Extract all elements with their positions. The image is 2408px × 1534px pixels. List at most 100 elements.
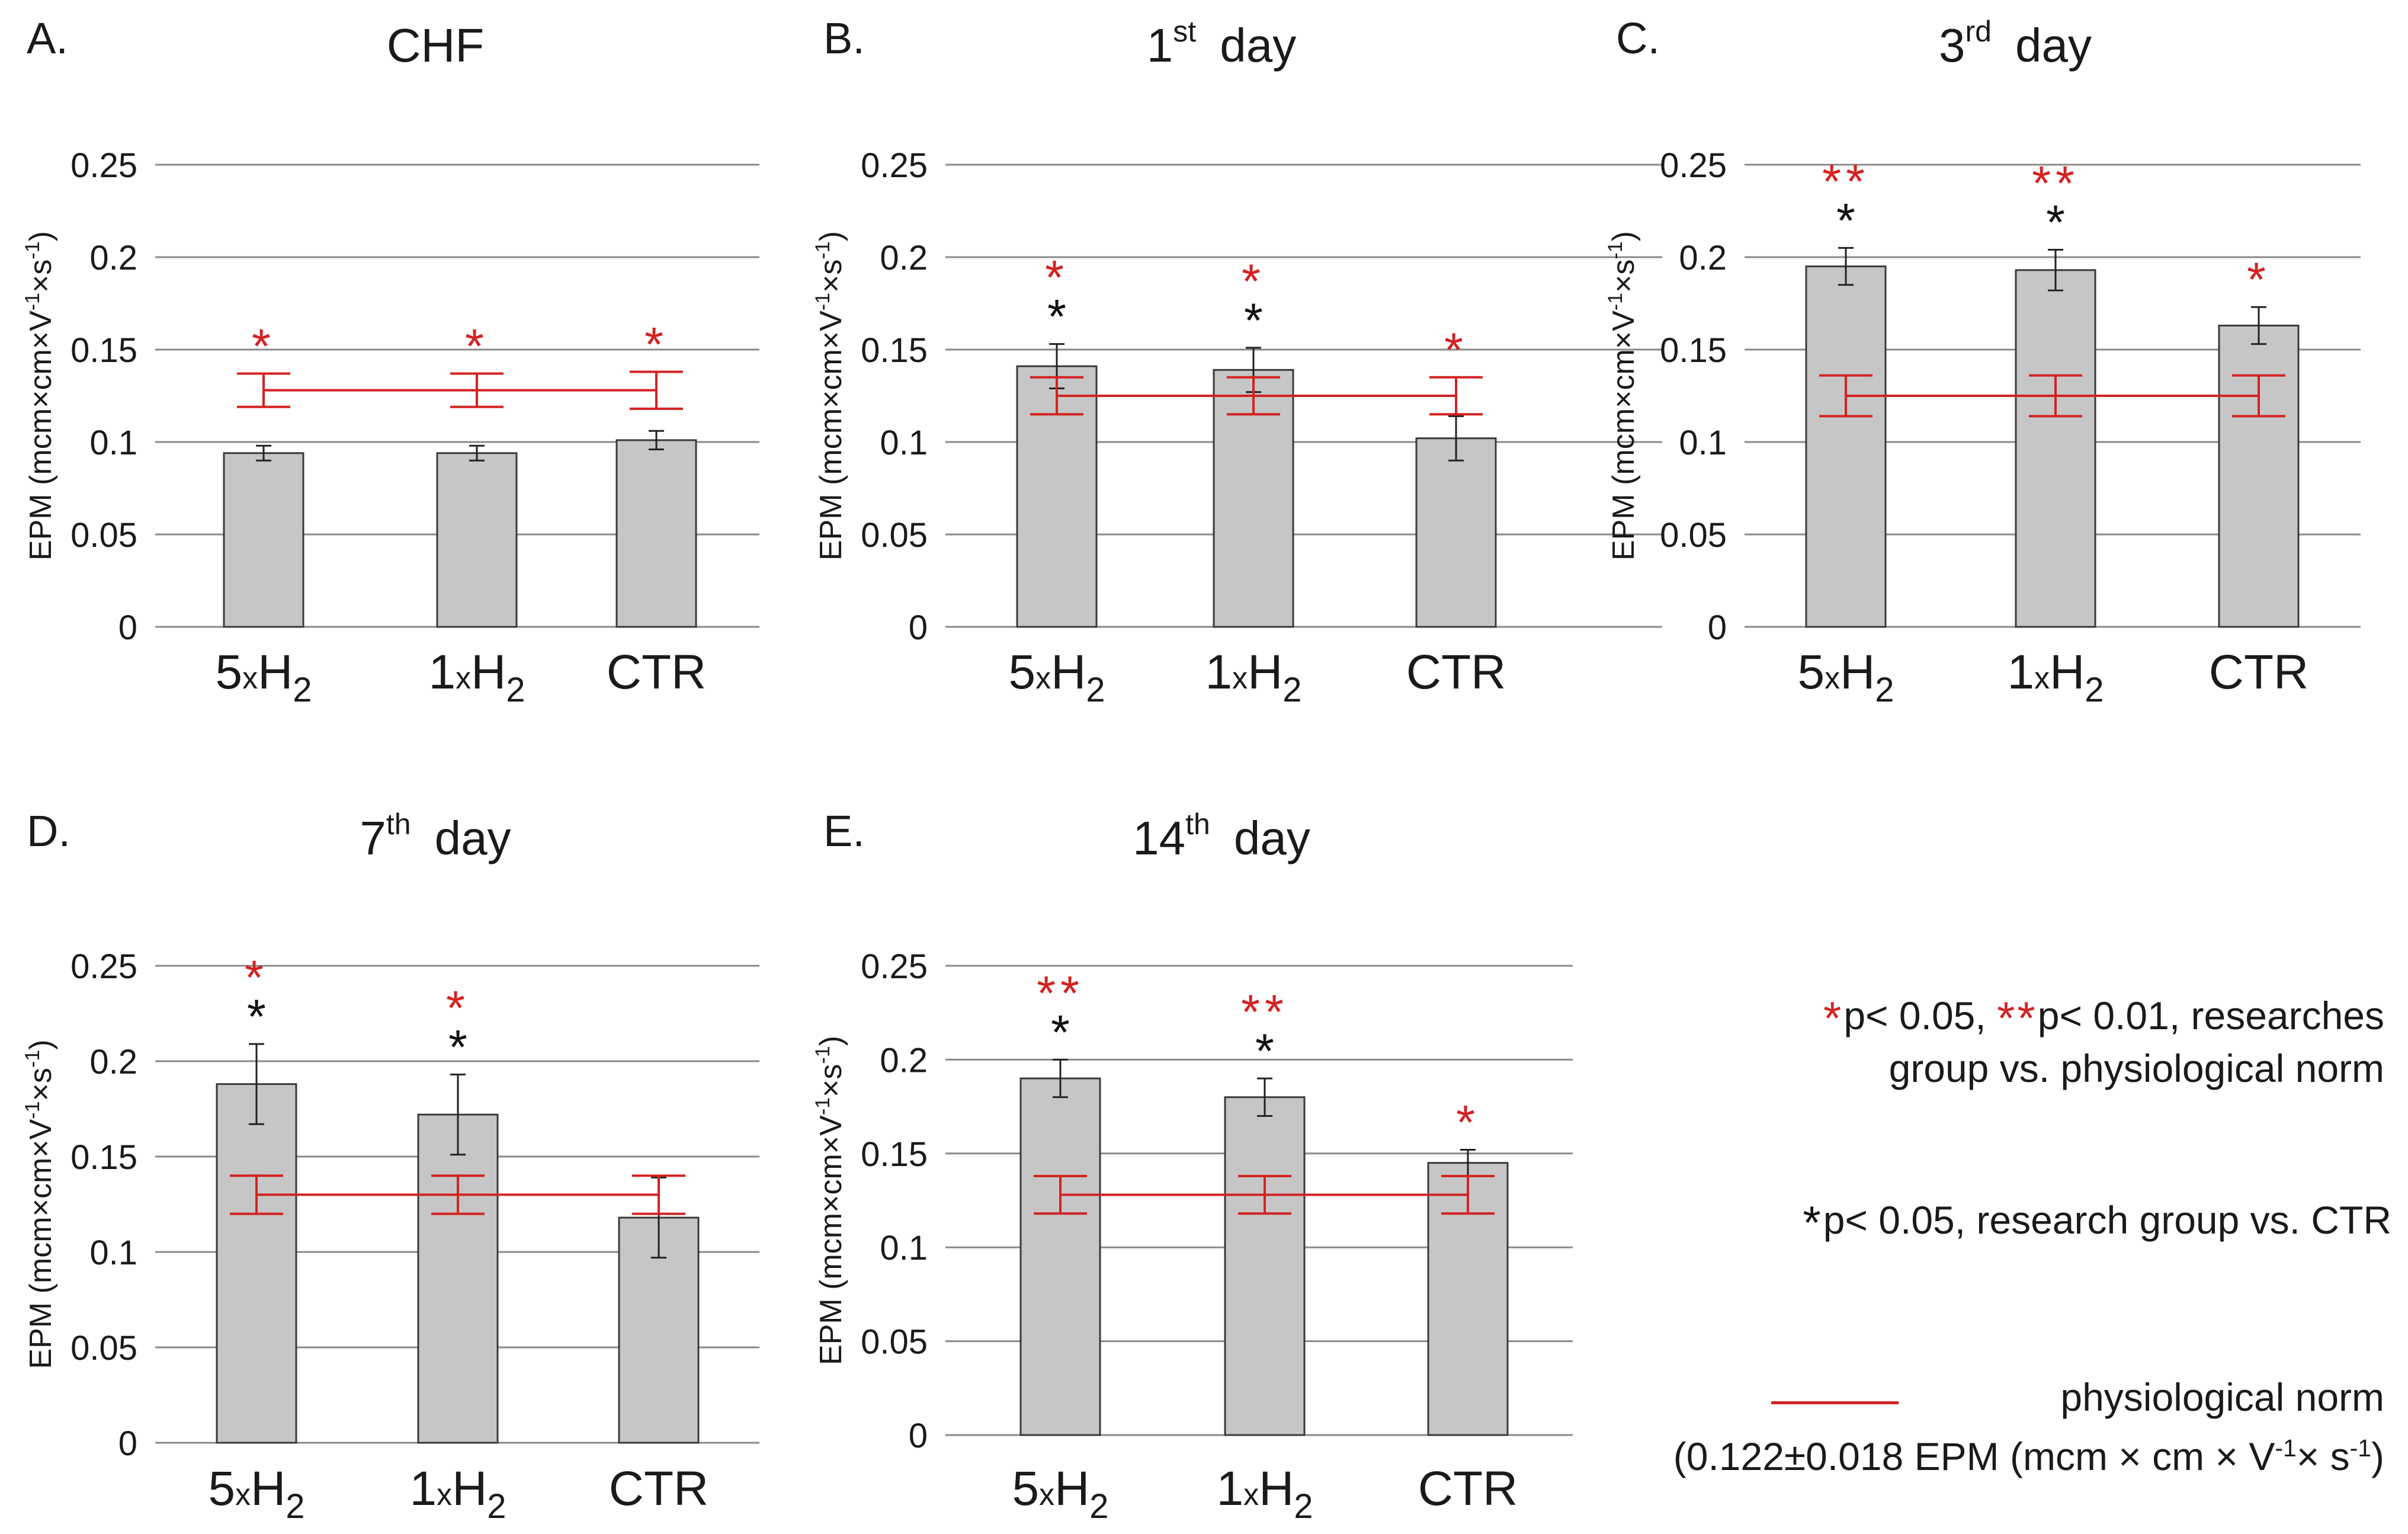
bar xyxy=(1805,265,1887,628)
legend-norm-detail-sup1: -1 xyxy=(2275,1434,2297,1462)
legend-sig-norm-line2: group vs. physiological norm xyxy=(1888,1046,2384,1090)
y-tick-label: 0 xyxy=(118,609,137,647)
legend-norm-detail-mid: × s xyxy=(2296,1434,2350,1478)
category-label: 5xH2 xyxy=(1797,645,1894,709)
significance-star-black: * xyxy=(1255,1024,1274,1078)
y-tick-label: 0.15 xyxy=(861,331,928,370)
significance-star-red: * xyxy=(1444,324,1468,377)
category-label: 1xH2 xyxy=(1205,645,1301,709)
category-label: CTR xyxy=(607,645,707,699)
significance-star-red: * xyxy=(645,318,668,372)
legend-star-black: * xyxy=(1803,1196,1823,1248)
significance-star-red: * xyxy=(245,951,268,1005)
significance-star-red: * xyxy=(252,320,275,374)
bar xyxy=(615,439,697,628)
category-label: CTR xyxy=(609,1462,709,1516)
chart-title: CHF xyxy=(387,19,484,72)
significance-star-red: ** xyxy=(1037,966,1084,1020)
legend-significance-ctr: *p< 0.05, research group vs. CTR xyxy=(1803,1191,2391,1248)
y-axis-title: EPM (mcm×cm×V-1×s-1) xyxy=(1604,231,1641,561)
category-label: CTR xyxy=(2209,645,2309,699)
y-tick-label: 0.2 xyxy=(880,1041,928,1080)
significance-star-black: * xyxy=(1051,1005,1070,1059)
y-axis-title: EPM (mcm×cm×V-1×s-1) xyxy=(812,1036,848,1365)
panel-label: D. xyxy=(27,806,70,856)
category-label: 1xH2 xyxy=(409,1462,506,1526)
y-tick-label: 0.15 xyxy=(1660,331,1727,370)
category-label: 1xH2 xyxy=(1216,1462,1313,1526)
chart-panel-2: B. 1st day 0 0.05 0.1 0.15 0.2 0.25 EPM (mcm×cm×… xyxy=(812,14,1662,709)
significance-star-red: * xyxy=(446,982,470,1036)
y-tick-label: 0 xyxy=(118,1424,137,1463)
y-tick-label: 0.15 xyxy=(70,331,137,370)
y-tick-label: 0 xyxy=(909,1417,928,1455)
legend-sig-norm-text1: p< 0.05, xyxy=(1843,994,1986,1037)
significance-star-red: ** xyxy=(1241,985,1288,1039)
y-tick-label: 0 xyxy=(909,609,928,647)
y-tick-label: 0.25 xyxy=(70,146,137,185)
bar xyxy=(2218,324,2300,628)
y-tick-label: 0.25 xyxy=(70,947,137,986)
legend-sig-norm-line1: *p< 0.05, **p< 0.01, researches xyxy=(1823,987,2384,1044)
y-tick-label: 0.15 xyxy=(70,1138,137,1177)
legend-sig-norm-text2: p< 0.01, researches xyxy=(2037,994,2384,1037)
significance-star-red: * xyxy=(1242,255,1265,309)
chart-title: 7th day xyxy=(360,808,511,864)
y-tick-label: 0.05 xyxy=(70,1329,137,1368)
y-tick-label: 0.05 xyxy=(861,1323,928,1362)
significance-star-red: * xyxy=(1045,251,1069,305)
bar xyxy=(417,1113,499,1444)
panel-label: C. xyxy=(1616,14,1660,63)
panel-label: B. xyxy=(823,14,865,63)
y-tick-label: 0.1 xyxy=(89,1234,137,1272)
y-axis-title: EPM (mcm×cm×V-1×s-1) xyxy=(21,1040,58,1369)
y-tick-label: 0.2 xyxy=(880,239,928,277)
y-tick-label: 0.25 xyxy=(861,947,928,986)
significance-star-black: * xyxy=(1047,290,1066,344)
chart-panel-4: D. 7th day 0 0.05 0.1 0.15 0.2 0.25 EPM (mcm×cm×… xyxy=(21,806,759,1526)
category-label: CTR xyxy=(1406,645,1506,699)
y-tick-label: 0.1 xyxy=(1679,424,1727,462)
category-label: 1xH2 xyxy=(428,645,525,709)
significance-star-red: ** xyxy=(2032,157,2079,211)
y-tick-label: 0.05 xyxy=(70,516,137,555)
y-tick-label: 0.05 xyxy=(1660,516,1727,555)
legend-norm-detail-post: ) xyxy=(2371,1434,2384,1478)
bar xyxy=(1415,437,1497,628)
significance-star-red: * xyxy=(1456,1096,1480,1149)
category-label: 5xH2 xyxy=(1012,1462,1108,1526)
legend-norm-label: physiological norm xyxy=(2060,1375,2384,1419)
significance-star-black: * xyxy=(2046,196,2065,250)
y-tick-label: 0.1 xyxy=(89,424,137,462)
chart-panel-1: A. CHF 0 0.05 0.1 0.15 0.2 0.25 EPM (mcm×cm×V-1×… xyxy=(21,14,759,709)
panel-label: E. xyxy=(823,806,865,856)
legend-star-red-single: * xyxy=(1823,992,1844,1044)
legend-norm-swatch xyxy=(1771,1401,1899,1404)
chart-title: 3rd day xyxy=(1939,15,2092,72)
category-label: 5xH2 xyxy=(208,1462,304,1526)
significance-star-black: * xyxy=(247,990,266,1044)
category-label: CTR xyxy=(1418,1462,1518,1516)
legend-norm-detail-pre: (0.122±0.018 EPM (mcm × cm × V xyxy=(1673,1434,2275,1478)
legend-star-red-double: ** xyxy=(1997,992,2038,1044)
bar xyxy=(223,452,304,628)
legend-norm-detail: (0.122±0.018 EPM (mcm × cm × V-1× s-1) xyxy=(1673,1434,2384,1479)
y-tick-label: 0.25 xyxy=(1660,146,1727,185)
y-tick-label: 0.1 xyxy=(880,424,928,462)
significance-star-red: ** xyxy=(1822,155,1870,209)
y-tick-label: 0 xyxy=(1708,609,1727,647)
y-tick-label: 0.2 xyxy=(89,239,137,277)
category-label: 5xH2 xyxy=(215,645,312,709)
significance-star-black: * xyxy=(1244,294,1263,348)
significance-star-black: * xyxy=(448,1021,467,1075)
bar xyxy=(436,452,518,628)
category-label: 1xH2 xyxy=(2007,645,2104,709)
chart-panel-5: E. 14th day 0 0.05 0.1 0.15 0.2 0.25 EPM (mcm×cm… xyxy=(812,806,1573,1526)
chart-title: 14th day xyxy=(1133,808,1310,864)
y-tick-label: 0.25 xyxy=(861,146,928,185)
significance-star-red: * xyxy=(465,320,489,374)
y-axis-title: EPM (mcm×cm×V-1×s-1) xyxy=(21,231,58,561)
chart-panel-3: C. 3rd day 0 0.05 0.1 0.15 0.2 0.25 EPM (mcm×cm×… xyxy=(1604,14,2361,709)
y-axis-title: EPM (mcm×cm×V-1×s-1) xyxy=(812,231,848,561)
